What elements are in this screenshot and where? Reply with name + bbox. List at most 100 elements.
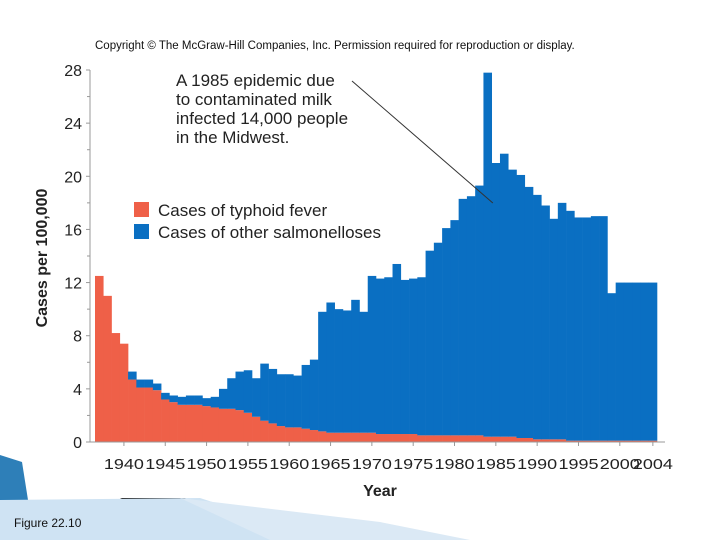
bar-typhoid-1981 (458, 435, 468, 442)
legend-swatch-0 (134, 202, 149, 217)
bar-typhoid-2003 (640, 440, 650, 442)
annotation-line-1: to contaminated milk (176, 90, 332, 109)
bar-typhoid-1973 (392, 434, 402, 442)
bar-salmonellosis-1970 (367, 275, 377, 433)
bar-typhoid-1943 (144, 387, 154, 442)
bar-typhoid-1950 (202, 406, 212, 442)
x-tick-label-1945: 1945 (145, 456, 185, 473)
bar-typhoid-1953 (227, 408, 236, 442)
bar-typhoid-1956 (252, 416, 261, 442)
bar-salmonellosis-1960 (285, 374, 294, 428)
bar-salmonellosis-1964 (318, 311, 327, 432)
x-tick-label-1940: 1940 (104, 456, 144, 473)
bar-typhoid-1958 (268, 423, 278, 442)
bar-typhoid-1990 (533, 439, 542, 442)
bar-salmonellosis-1984 (483, 72, 493, 437)
bar-salmonellosis-1962 (301, 364, 311, 429)
bar-salmonellosis-1986 (499, 153, 509, 437)
bar-salmonellosis-1967 (342, 310, 352, 433)
bar-typhoid-1964 (318, 431, 327, 442)
bar-salmonellosis-1968 (351, 299, 360, 433)
bar-salmonellosis-2004 (648, 282, 658, 441)
slide-corner-band-left (0, 455, 28, 500)
bar-salmonellosis-1959 (276, 374, 286, 427)
bar-salmonellosis-1963 (309, 359, 319, 431)
bar-typhoid-1938 (103, 295, 112, 442)
y-tick-label-24: 24 (64, 116, 82, 133)
bar-typhoid-1984 (483, 436, 493, 442)
bar-salmonellosis-1973 (392, 263, 402, 435)
bar-typhoid-1951 (210, 407, 220, 442)
bar-salmonellosis-1990 (533, 194, 542, 440)
bar-typhoid-1979 (442, 435, 451, 442)
x-tick-label-1955: 1955 (228, 456, 268, 473)
y-tick-label-28: 28 (64, 63, 82, 80)
bar-typhoid-1968 (351, 432, 360, 442)
bar-typhoid-1994 (566, 440, 575, 442)
bar-typhoid-1989 (524, 438, 534, 442)
bar-typhoid-1970 (367, 432, 377, 442)
bar-typhoid-1961 (293, 427, 302, 442)
bar-salmonellosis-1942 (136, 379, 145, 388)
bar-typhoid-1977 (425, 435, 435, 442)
bar-typhoid-1941 (128, 379, 137, 442)
bar-typhoid-1997 (590, 440, 600, 442)
bar-typhoid-1983 (475, 435, 484, 442)
bar-salmonellosis-1989 (524, 186, 534, 439)
bar-typhoid-1998 (599, 440, 608, 442)
y-axis-title: Cases per 100,000 (34, 189, 51, 328)
bar-salmonellosis-1976 (417, 277, 426, 436)
y-tick-label-12: 12 (64, 276, 82, 293)
bar-salmonellosis-1954 (235, 371, 245, 411)
bar-typhoid-1959 (276, 426, 286, 442)
copyright-notice: Copyright © The McGraw-Hill Companies, I… (95, 40, 575, 52)
bar-typhoid-1946 (169, 402, 178, 442)
bar-typhoid-1999 (607, 440, 616, 442)
bar-typhoid-1991 (541, 439, 550, 442)
bar-typhoid-1974 (400, 434, 410, 442)
legend-label-1: Cases of other salmonelloses (158, 223, 381, 242)
bar-typhoid-1967 (342, 432, 352, 442)
bar-salmonellosis-1943 (144, 379, 154, 388)
y-tick-label-8: 8 (73, 329, 82, 346)
bar-salmonellosis-1992 (549, 218, 559, 440)
bar-typhoid-1988 (516, 438, 526, 442)
bar-typhoid-1969 (359, 432, 369, 442)
bar-salmonellosis-1947 (177, 396, 187, 405)
bar-typhoid-1993 (557, 439, 567, 442)
y-tick-label-0: 0 (73, 435, 82, 452)
bar-salmonellosis-1993 (557, 202, 567, 440)
bar-typhoid-2001 (623, 440, 633, 442)
bar-salmonellosis-2003 (640, 282, 650, 441)
bar-typhoid-1995 (574, 440, 583, 442)
bar-salmonellosis-2001 (623, 282, 633, 441)
bar-typhoid-1963 (309, 430, 319, 442)
bar-typhoid-1978 (433, 435, 443, 442)
x-tick-label-1975: 1975 (393, 456, 433, 473)
annotation-leader-line (351, 80, 494, 204)
bar-typhoid-1986 (499, 436, 509, 442)
bar-typhoid-1948 (185, 404, 195, 442)
bar-typhoid-2002 (632, 440, 641, 442)
bar-typhoid-1965 (326, 432, 335, 442)
x-tick-label-1965: 1965 (311, 456, 351, 473)
bar-typhoid-1985 (491, 436, 501, 442)
x-tick-label-1990: 1990 (517, 456, 557, 473)
x-tick-label-1960: 1960 (269, 456, 309, 473)
bar-salmonellosis-1999 (607, 293, 616, 441)
bar-typhoid-1954 (235, 410, 245, 442)
bar-salmonellosis-1949 (194, 395, 203, 405)
bar-salmonellosis-1998 (599, 216, 608, 441)
bar-salmonellosis-1957 (260, 363, 269, 421)
bar-salmonellosis-1961 (293, 375, 302, 428)
bar-salmonellosis-1996 (582, 217, 592, 441)
bar-typhoid-1982 (466, 435, 476, 442)
bar-salmonellosis-1972 (384, 277, 393, 435)
bar-typhoid-1942 (136, 387, 145, 442)
slide-swoosh-mid (180, 498, 470, 540)
bar-typhoid-1972 (384, 434, 393, 442)
bar-typhoid-1971 (376, 434, 385, 442)
y-tick-label-16: 16 (64, 222, 82, 239)
bar-salmonellosis-1966 (334, 309, 344, 433)
x-tick-label-1970: 1970 (352, 456, 392, 473)
